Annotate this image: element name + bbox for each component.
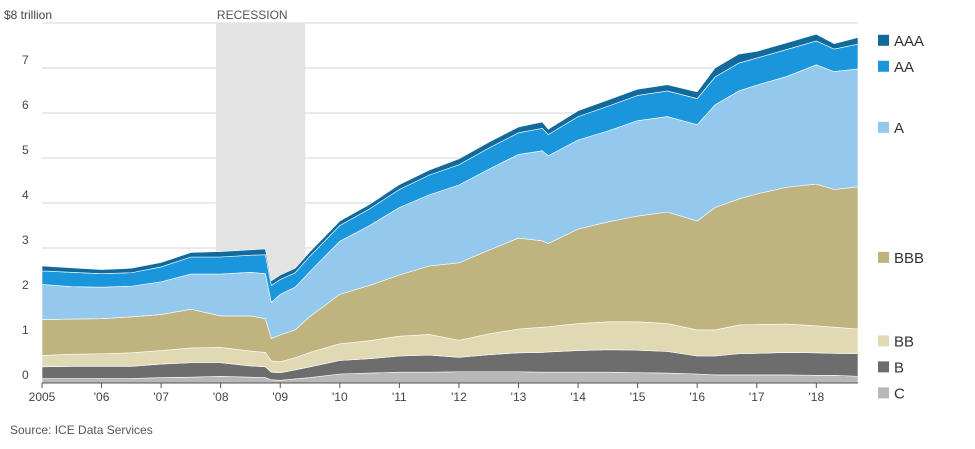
legend-label-aaa: AAA (894, 33, 924, 50)
x-tick-label: '12 (451, 390, 467, 404)
x-tick-label: '16 (689, 390, 705, 404)
x-tick-label: '10 (332, 390, 348, 404)
x-tick-label: '13 (511, 390, 527, 404)
y-tick-label: 5 (22, 143, 29, 157)
x-tick-label: '18 (808, 390, 824, 404)
legend-label-aa: AA (894, 59, 914, 76)
y-tick-label: 1 (22, 323, 29, 337)
y-tick-label: 7 (22, 53, 29, 67)
area-series-aaa (41, 33, 859, 286)
y-tick-label: 6 (22, 98, 29, 112)
x-tick-label: '15 (630, 390, 646, 404)
area-series (41, 33, 859, 384)
legend-swatch-aaa (878, 34, 889, 46)
recession-label: RECESSION (217, 8, 288, 22)
x-tick-label: '14 (570, 390, 586, 404)
legend-label-c: C (894, 385, 905, 402)
y-tick-label: 2 (22, 278, 29, 292)
x-tick-label: '07 (153, 390, 169, 404)
legend-swatch-b (878, 361, 889, 373)
x-tick-label: '08 (213, 390, 229, 404)
source-note: Source: ICE Data Services (10, 423, 153, 437)
y-tick-label: 3 (22, 233, 29, 247)
y-tick-label: 4 (22, 188, 29, 202)
legend-swatch-bb (878, 335, 889, 347)
legend-swatch-c (878, 387, 889, 399)
legend-label-a: A (894, 120, 904, 137)
x-tick-label: '17 (749, 390, 765, 404)
legend-label-bbb: BBB (894, 250, 924, 267)
legend-swatch-aa (878, 60, 889, 72)
axes: 0 1 2 3 4 5 6 7 $8 trillion 2005 '06 '07 '08 '09 '10 '1… (4, 8, 858, 404)
legend-label-bb: BB (894, 333, 914, 350)
x-tick-label: '06 (94, 390, 110, 404)
y-tick-label: 0 (22, 368, 29, 382)
legend-swatch-bbb (878, 251, 889, 263)
legend-swatch-a (878, 121, 889, 133)
x-tick-label: '11 (392, 390, 407, 404)
x-tick-label: '09 (272, 390, 288, 404)
legend-label-b: B (894, 359, 904, 376)
x-tick-label: 2005 (29, 390, 56, 404)
y-unit-label: $8 trillion (4, 8, 52, 22)
